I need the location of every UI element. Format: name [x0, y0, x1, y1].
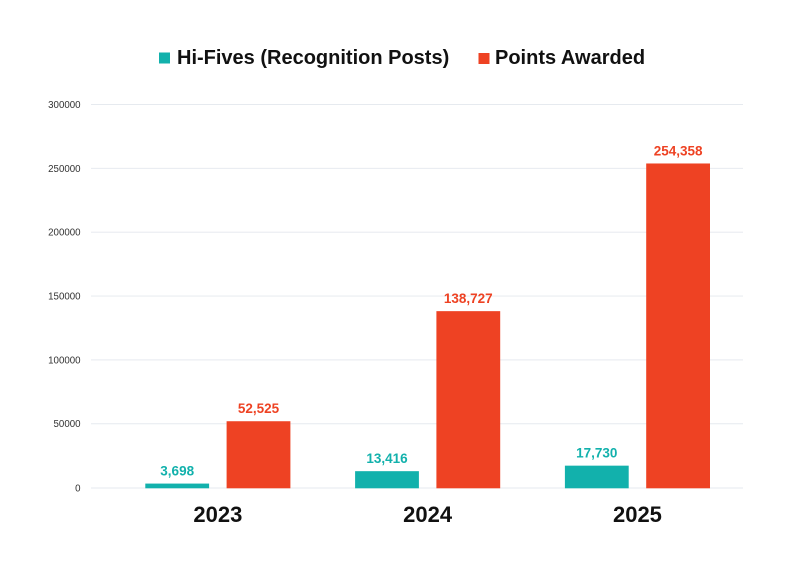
svg-text:2025: 2025	[613, 502, 662, 527]
svg-text:150000: 150000	[48, 291, 81, 302]
svg-text:254,358: 254,358	[654, 143, 703, 158]
svg-text:2024: 2024	[403, 502, 453, 527]
svg-text:13,416: 13,416	[366, 451, 408, 466]
svg-text:Hi-Fives (Recognition Posts): Hi-Fives (Recognition Posts)	[177, 47, 449, 69]
svg-text:138,727: 138,727	[444, 291, 493, 306]
svg-text:17,730: 17,730	[576, 446, 617, 461]
svg-text:250000: 250000	[48, 164, 81, 175]
svg-text:0: 0	[75, 483, 81, 494]
svg-text:50000: 50000	[54, 419, 82, 430]
svg-text:100000: 100000	[48, 355, 81, 366]
svg-text:300000: 300000	[48, 100, 81, 111]
svg-text:3,698: 3,698	[160, 464, 194, 479]
svg-text:200000: 200000	[48, 228, 81, 239]
svg-text:Points Awarded: Points Awarded	[495, 47, 645, 69]
svg-text:52,525: 52,525	[238, 401, 280, 416]
svg-text:2023: 2023	[193, 502, 242, 527]
